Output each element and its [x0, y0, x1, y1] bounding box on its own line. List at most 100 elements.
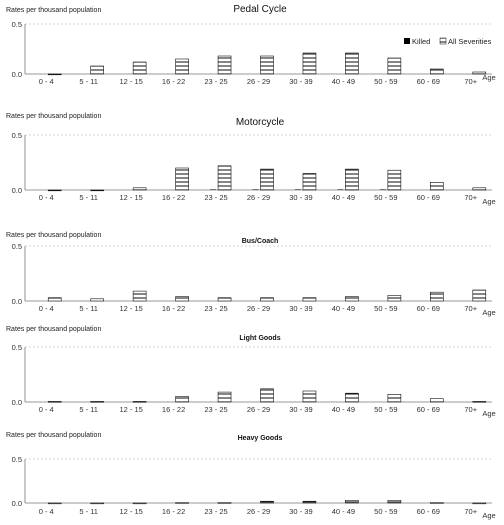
bar-all-severities [302, 52, 317, 75]
x-tick-label: 16 - 22 [162, 507, 185, 516]
x-tick-label: 30 - 39 [289, 193, 312, 202]
x-tick-label: 30 - 39 [289, 77, 312, 86]
bar-killed [337, 189, 344, 190]
x-tick-label: 26 - 29 [247, 304, 270, 313]
x-tick-label: 70+ [464, 507, 477, 516]
x-tick-label: 12 - 15 [119, 405, 142, 414]
y-axis-label: Rates per thousand population [6, 432, 101, 439]
x-tick-label: 70+ [464, 77, 477, 86]
bar-all-severities [90, 65, 104, 75]
bar-all-severities [132, 401, 147, 403]
legend-swatch-killed [404, 38, 410, 44]
x-tick-label: 23 - 25 [204, 304, 227, 313]
legend-label-killed: Killed [412, 37, 430, 46]
y-tick-label: 0.5 [12, 343, 22, 352]
y-tick-label: 0.5 [12, 455, 22, 464]
bar-all-severities [430, 502, 444, 504]
y-tick-label: 0.5 [12, 242, 22, 251]
chart-panel-2: Rates per thousand population Bus/Coach 0.… [6, 232, 496, 317]
y-tick-label: 0.0 [12, 186, 22, 195]
bar-killed [379, 189, 386, 190]
bar-all-severities [430, 291, 444, 302]
bar-all-severities [260, 388, 274, 403]
bar-all-severities [302, 173, 317, 191]
x-tick-label: 5 - 11 [79, 193, 98, 202]
y-tick-label: 0.5 [12, 131, 22, 140]
bar-all-severities [472, 401, 487, 403]
bar-all-severities [260, 297, 274, 302]
bar-all-severities [90, 189, 104, 192]
y-tick-label: 0.0 [12, 499, 22, 508]
bar-all-severities [90, 298, 104, 302]
y-tick-label: 0.5 [12, 20, 22, 29]
x-tick-label: 40 - 49 [332, 77, 355, 86]
bar-all-severities [175, 396, 189, 403]
chart-title: Motorcycle [236, 117, 285, 128]
bar-all-severities [90, 502, 104, 505]
chart-panel-0: Rates per thousand population Pedal Cycle… [6, 4, 496, 86]
x-tick-label: 12 - 15 [119, 507, 142, 516]
bar-all-severities [260, 500, 274, 504]
x-tick-label: 0 - 4 [39, 405, 54, 414]
bar-all-severities [302, 390, 317, 403]
x-tick-label: 50 - 59 [374, 304, 397, 313]
y-tick-label: 0.0 [12, 297, 22, 306]
x-tick-label: 50 - 59 [374, 193, 397, 202]
bar-all-severities [175, 167, 189, 191]
chart-title: Heavy Goods [238, 435, 283, 442]
x-tick-label: 70+ [464, 193, 477, 202]
bar-all-severities [430, 398, 444, 403]
bar-all-severities [387, 169, 402, 191]
x-tick-label: 0 - 4 [39, 304, 54, 313]
bar-all-severities [47, 189, 62, 192]
bar-all-severities [47, 297, 62, 302]
bar-all-severities [472, 71, 487, 75]
x-tick-label: 26 - 29 [247, 77, 270, 86]
bar-all-severities [472, 502, 487, 505]
x-tick-label: 16 - 22 [162, 193, 185, 202]
bar-killed [294, 189, 301, 190]
x-tick-label: 26 - 29 [247, 507, 270, 516]
bar-all-severities [132, 61, 147, 75]
x-tick-label: 26 - 29 [247, 405, 270, 414]
x-axis-label: Age [482, 409, 495, 418]
bar-all-severities [260, 168, 274, 191]
bar-all-severities [387, 295, 402, 302]
x-tick-label: 5 - 11 [79, 304, 98, 313]
bar-all-severities [472, 187, 487, 191]
x-tick-label: 5 - 11 [79, 507, 98, 516]
x-tick-label: 50 - 59 [374, 77, 397, 86]
x-tick-label: 40 - 49 [332, 304, 355, 313]
bar-all-severities [217, 297, 232, 302]
chart-legend: Killed All Severities [404, 37, 492, 46]
bar-all-severities [345, 52, 359, 75]
bar-all-severities [175, 58, 189, 75]
x-tick-label: 60 - 69 [417, 507, 440, 516]
x-tick-label: 16 - 22 [162, 405, 185, 414]
legend-swatch-all-severities [439, 37, 447, 45]
chart-title: Pedal Cycle [233, 4, 287, 15]
x-tick-label: 50 - 59 [374, 405, 397, 414]
bar-all-severities [345, 168, 359, 191]
bar-all-severities [90, 401, 104, 403]
bar-all-severities [217, 55, 232, 75]
x-tick-label: 0 - 4 [39, 507, 54, 516]
x-tick-label: 30 - 39 [289, 507, 312, 516]
bar-all-severities [132, 290, 147, 302]
x-tick-label: 40 - 49 [332, 405, 355, 414]
bar-all-severities [345, 392, 359, 403]
bar-all-severities [387, 500, 402, 504]
bar-all-severities [217, 165, 232, 191]
bar-all-severities [472, 289, 487, 302]
chart-title: Light Goods [239, 335, 280, 342]
bar-all-severities [217, 502, 232, 504]
bar-killed [252, 189, 259, 190]
bar-all-severities [430, 68, 444, 75]
x-tick-label: 23 - 25 [204, 77, 227, 86]
bar-all-severities [217, 391, 232, 403]
y-axis-label: Rates per thousand population [6, 326, 101, 333]
chart-panel-4: Rates per thousand population Heavy Goods… [6, 432, 496, 520]
x-tick-label: 0 - 4 [39, 193, 54, 202]
bar-killed [210, 189, 217, 190]
